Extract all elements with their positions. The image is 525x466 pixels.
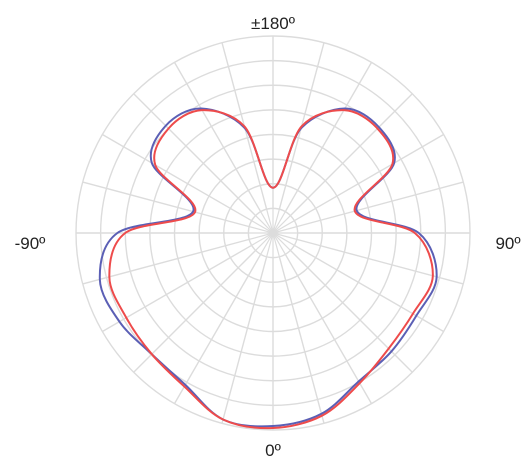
grid-spoke-center [266,232,274,257]
grid-spoke [221,256,268,424]
angle-label-right: 90º [495,234,520,253]
grid-spoke [293,244,444,333]
grid-spoke [173,253,262,404]
grid-spoke [102,244,253,333]
grid-spoke [173,62,262,213]
grid-spoke-center [249,226,274,234]
grid-spoke-center [272,232,291,251]
angle-label-left: -90º [15,234,46,253]
grid-spoke [296,238,464,285]
series-layer [98,107,438,430]
grid-spoke-center [272,232,286,255]
grid-spoke [133,93,257,217]
grid-spoke-center [272,211,286,234]
grid-spoke [278,256,325,424]
grid-spoke [293,133,444,222]
grid-spoke-center [251,232,274,246]
angle-label-bottom: 0º [265,441,281,460]
grid-spoke-center [249,232,274,240]
grid-spoke [284,253,373,404]
grid-spoke [102,133,253,222]
grid-spoke-center [260,232,274,255]
grid-spoke [82,238,250,285]
grid-spoke [82,181,250,228]
grid-spoke [133,249,257,373]
grid-spoke-center [272,209,280,234]
grid-spoke [289,249,413,373]
grid-spoke-center [272,226,297,234]
grid-spoke [284,62,373,213]
grid-spoke-center [251,220,274,234]
series-line-2 [108,109,434,430]
grid-spoke [289,93,413,217]
grid-spoke-center [272,232,295,246]
grid-spoke-center [272,220,295,234]
polar-grid [75,35,471,431]
grid-spoke-center [266,209,274,234]
series-line-1 [98,107,438,428]
grid-spoke-center [255,232,274,251]
grid-spoke-center [272,215,291,234]
angle-label-top: ±180º [251,14,295,33]
grid-spoke-center [272,232,297,240]
grid-spoke-center [260,211,274,234]
grid-spoke [296,181,464,228]
grid-spoke-center [255,215,274,234]
grid-spoke-center [272,232,280,257]
